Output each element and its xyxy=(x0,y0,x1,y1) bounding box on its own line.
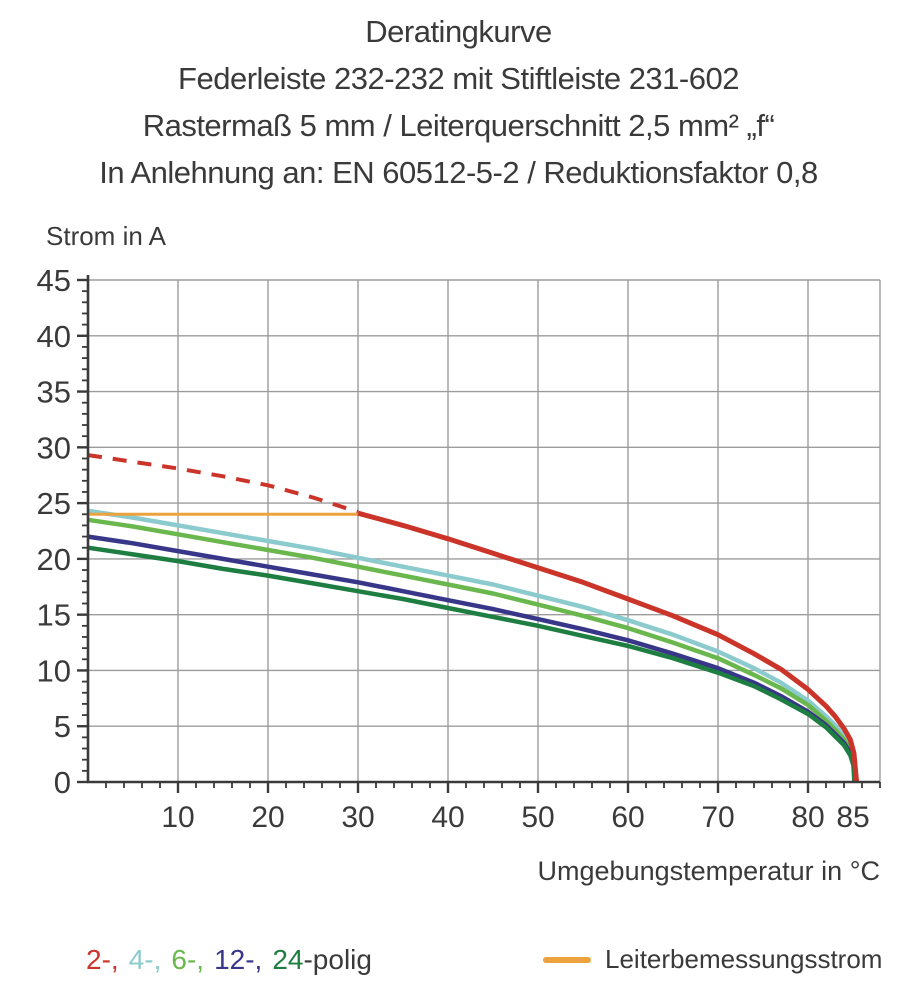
chart-title: Deratingkurve xyxy=(365,14,552,49)
y-tick-label-10: 10 xyxy=(37,653,71,688)
x-tick-label-10: 10 xyxy=(161,801,194,834)
legend: 2-, 4-, 6-, 12-, 24-polig Leiterbemessungsst… xyxy=(0,938,917,988)
series-2-polig xyxy=(357,510,860,783)
legend-4polig: 4-, xyxy=(128,944,162,975)
y-tick-label-5: 5 xyxy=(54,709,71,744)
x-tick-label-70: 70 xyxy=(701,801,734,834)
x-tick-label-60: 60 xyxy=(611,801,644,834)
series-24-polig xyxy=(87,545,857,783)
series-4-polig xyxy=(87,508,858,783)
legend-2polig: 2-, xyxy=(86,944,119,975)
y-tick-label-15: 15 xyxy=(37,598,71,633)
y-tick-label-25: 25 xyxy=(37,486,71,521)
subtitle-spec: Rastermaß 5 mm / Leiterquerschnitt 2,5 m… xyxy=(142,108,775,143)
subtitle-product: Federleiste 232-232 mit Stiftleiste 231-… xyxy=(178,61,739,96)
y-tick-label-0: 0 xyxy=(54,765,71,800)
y-axis-label: Strom in A xyxy=(46,221,166,251)
x-tick-label-80: 80 xyxy=(791,801,824,834)
y-tick-label-45: 45 xyxy=(37,263,71,298)
y-tick-label-20: 20 xyxy=(37,542,71,577)
chart-area: 0 5 10 15 20 25 30 35 40 45 10 20 30 40 50 60 70 80 85 xyxy=(0,250,917,850)
rated-current-line-swatch xyxy=(543,956,591,963)
x-axis-label: Umgebungstemperatur in °C xyxy=(537,856,880,886)
series-6-polig xyxy=(87,517,858,783)
x-tick-label-30: 30 xyxy=(341,801,374,834)
y-tick-label-40: 40 xyxy=(37,319,71,354)
x-tick-label-50: 50 xyxy=(521,801,554,834)
rated-current-label: Leiterbemessungsstrom xyxy=(605,944,883,974)
derating-chart: 0 5 10 15 20 25 30 35 40 45 10 20 30 40 50 60 70 80 85 xyxy=(37,263,881,834)
subtitle-standard: In Anlehnung an: EN 60512-5-2 / Reduktio… xyxy=(99,155,818,190)
legend-rated-current: Leiterbemessungsstrom xyxy=(543,944,882,975)
title-block: Deratingkurve Federleiste 232-232 mit St… xyxy=(0,8,917,196)
legend-6polig: 6-, xyxy=(171,944,205,975)
x-tick-label-40: 40 xyxy=(431,801,464,834)
x-tick-label-85: 85 xyxy=(836,801,869,834)
legend-pole-counts: 2-, 4-, 6-, 12-, 24-polig xyxy=(86,944,372,976)
legend-12polig: 12-, xyxy=(214,944,263,975)
y-tick-label-35: 35 xyxy=(37,375,71,410)
legend-polig-suffix: -polig xyxy=(303,944,372,975)
legend-24polig: 24 xyxy=(272,944,304,975)
x-tick-label-20: 20 xyxy=(251,801,284,834)
y-tick-label-30: 30 xyxy=(37,430,71,465)
series-2-polig-ohne-reduktionsfaktor-gestrichelt- xyxy=(87,453,359,514)
